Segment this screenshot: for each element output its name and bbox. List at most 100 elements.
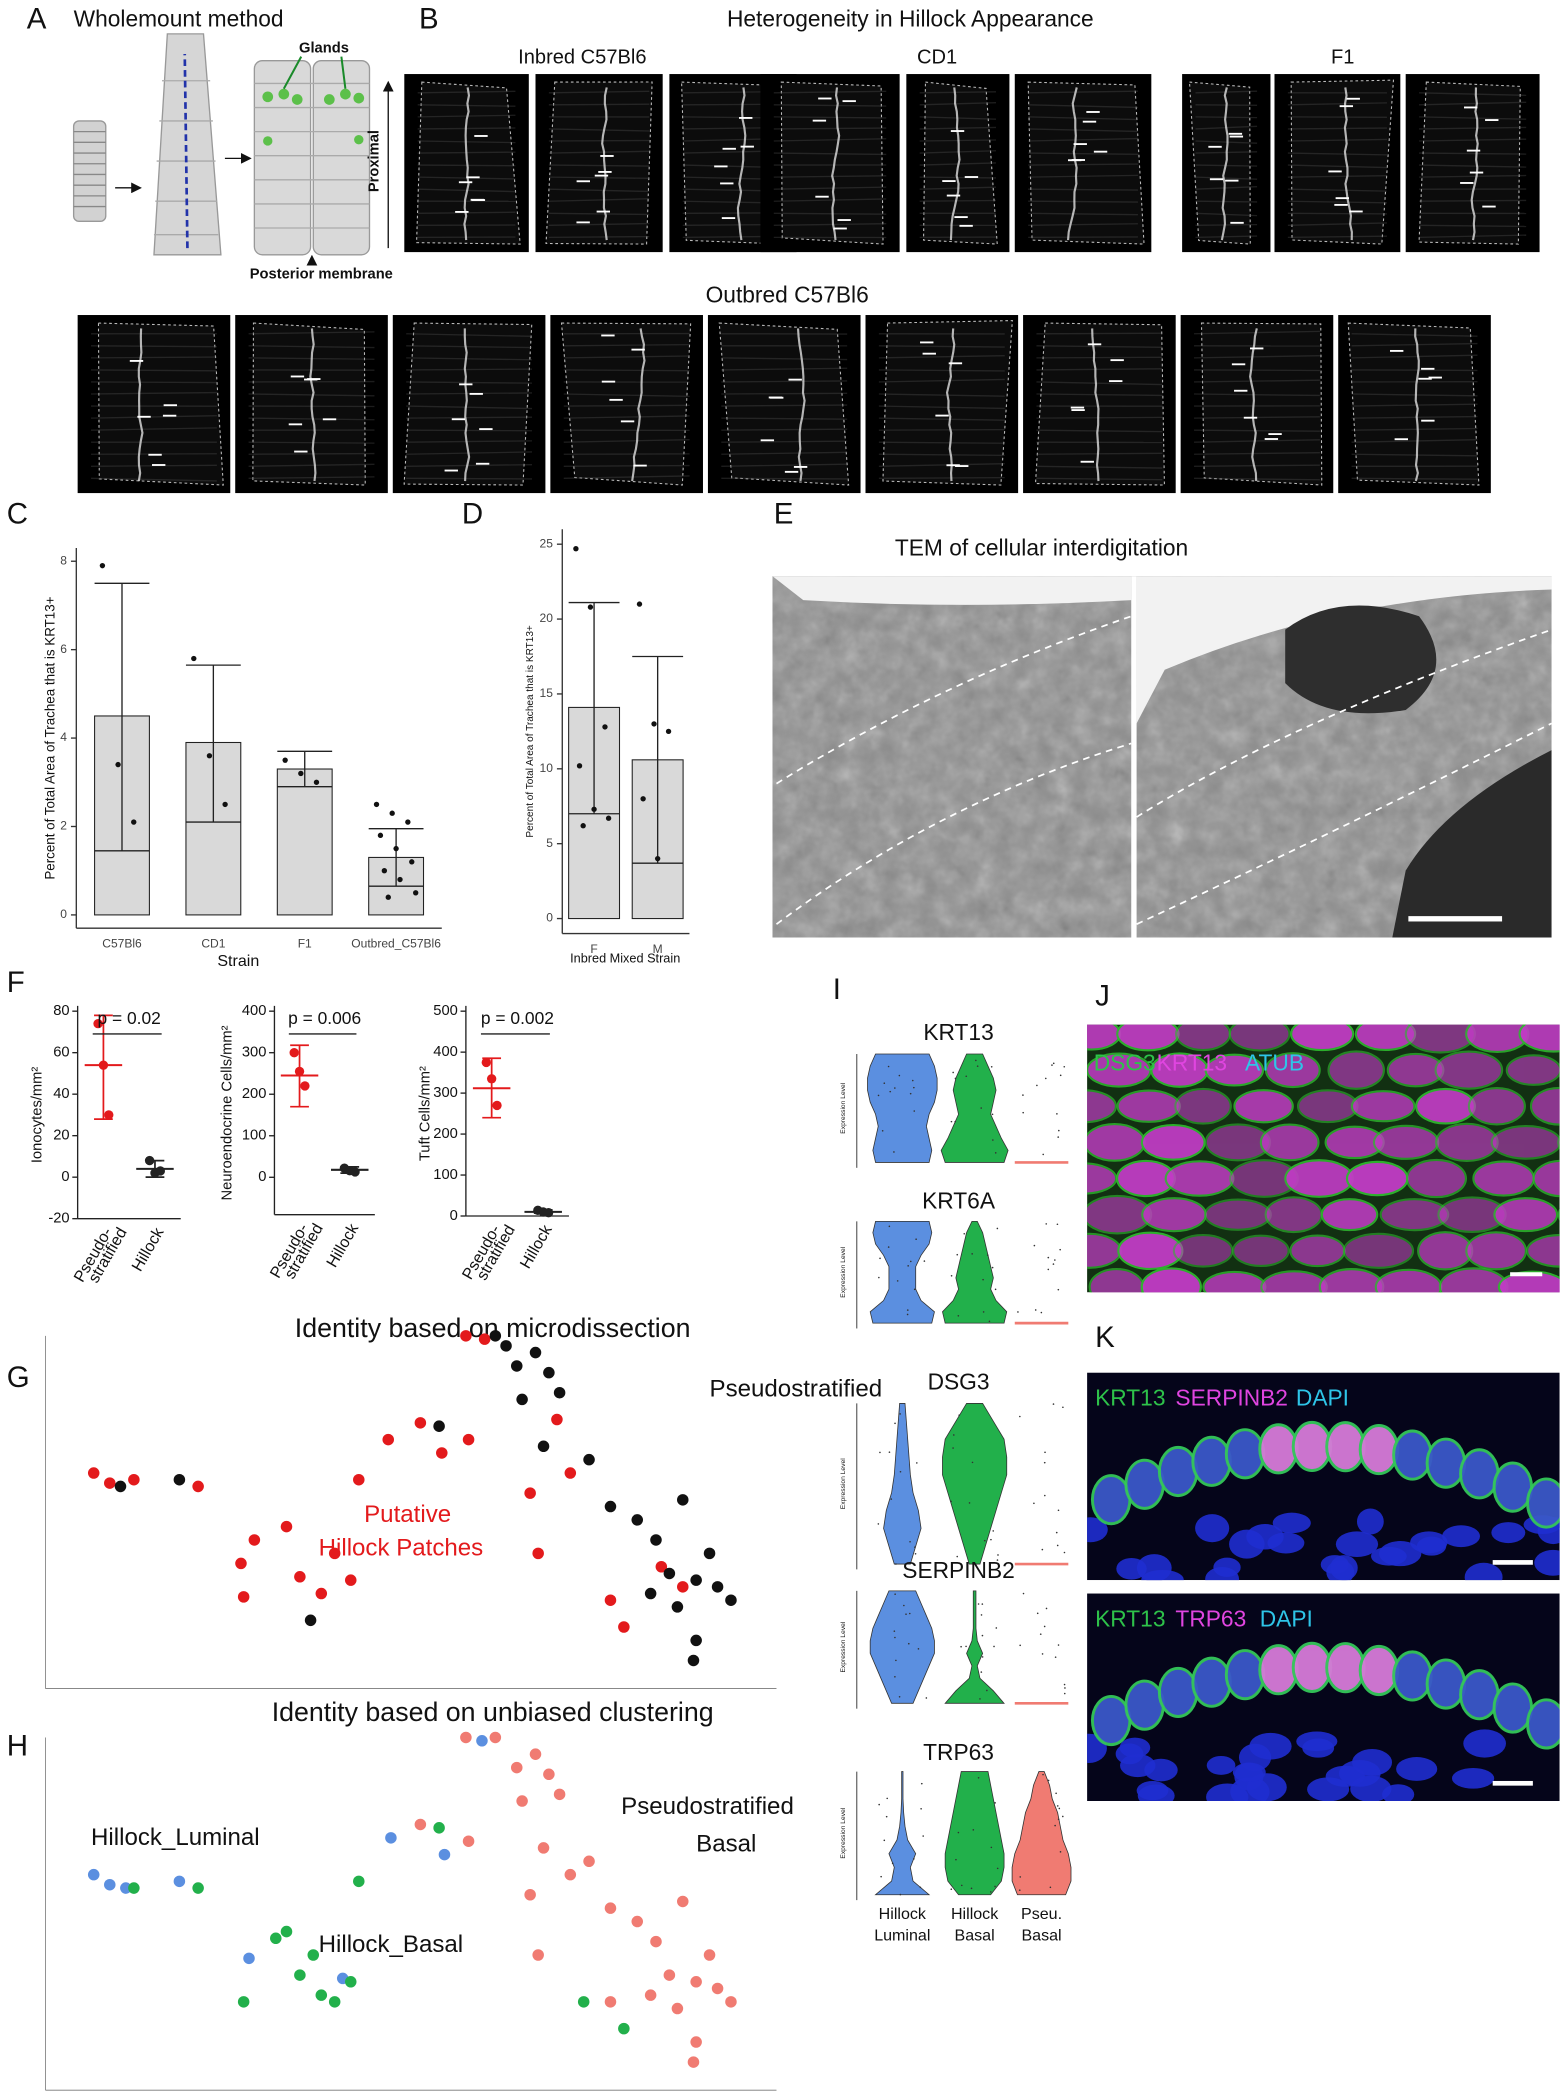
ring xyxy=(1419,224,1527,228)
y-tick-label: 300 xyxy=(242,1045,267,1061)
cell xyxy=(1532,1159,1560,1198)
data-point xyxy=(604,1500,617,1513)
ring xyxy=(1419,92,1527,97)
tissue-outline xyxy=(681,81,786,245)
cell xyxy=(1404,1024,1476,1054)
micrograph xyxy=(1182,74,1271,253)
panel-letter: I xyxy=(833,973,841,1006)
data-point xyxy=(393,845,399,852)
ring xyxy=(721,404,848,407)
micrograph xyxy=(392,315,546,494)
data-point xyxy=(104,1110,114,1120)
cell xyxy=(1435,1122,1499,1163)
data-point xyxy=(115,761,121,768)
ring xyxy=(1195,140,1258,144)
j-image xyxy=(1087,1024,1560,1293)
y-tick-label: 40 xyxy=(53,1086,69,1102)
trachea-illustration xyxy=(72,33,394,266)
data-point xyxy=(98,1060,109,1070)
violin xyxy=(944,1590,1005,1704)
data-point xyxy=(604,1902,617,1914)
tissue-outline xyxy=(780,81,884,245)
cell-dot xyxy=(1047,1256,1050,1259)
ring xyxy=(548,212,650,216)
cell-dot xyxy=(956,1253,959,1256)
data-point xyxy=(725,1996,737,2008)
tissue-outline xyxy=(403,322,533,486)
ring xyxy=(248,417,375,421)
data-point xyxy=(532,1949,544,1961)
data-point xyxy=(93,1018,103,1029)
ring xyxy=(721,367,848,371)
panel-letter: A xyxy=(27,2,47,35)
ring xyxy=(563,393,690,398)
cell xyxy=(1342,1232,1415,1269)
cell-dot xyxy=(990,1065,993,1068)
ring xyxy=(878,428,1005,431)
cell-dot xyxy=(950,1120,953,1123)
cell xyxy=(1405,1158,1468,1199)
cell xyxy=(1157,1666,1199,1718)
ring xyxy=(1419,174,1527,178)
cell xyxy=(1172,1234,1234,1268)
ring xyxy=(1287,175,1387,178)
cell-dot xyxy=(1039,1633,1042,1635)
cell xyxy=(1087,1162,1118,1195)
cell-dot xyxy=(956,1555,959,1558)
nucleus xyxy=(1392,750,1552,938)
data-point xyxy=(576,763,583,769)
ring xyxy=(1028,104,1138,109)
ring xyxy=(1287,188,1387,192)
hillock-streak xyxy=(831,87,841,241)
cell xyxy=(1529,1086,1560,1126)
data-point xyxy=(537,1440,550,1453)
data-point xyxy=(315,1587,328,1600)
ring xyxy=(773,90,887,94)
data-point xyxy=(280,1520,293,1533)
ring xyxy=(721,428,848,431)
stain-label: DAPI xyxy=(1260,1605,1313,1631)
y-tick-label: 400 xyxy=(242,1003,267,1019)
axis-label: Expression Level xyxy=(840,1082,847,1133)
data-point xyxy=(543,1768,555,1781)
cell xyxy=(1164,1160,1235,1197)
data-point xyxy=(433,1822,445,1834)
cell-dot xyxy=(894,1422,896,1425)
cell xyxy=(1296,1089,1359,1124)
nucleus xyxy=(1356,1508,1384,1535)
ring xyxy=(406,333,533,338)
cell-dot xyxy=(960,1884,963,1887)
cell xyxy=(1415,1087,1476,1125)
ring xyxy=(1419,126,1527,130)
cell-dot xyxy=(908,1612,911,1615)
ring xyxy=(878,369,1005,372)
ring xyxy=(1287,127,1387,130)
cell-dot xyxy=(1019,1644,1021,1647)
data-point xyxy=(173,1875,186,1888)
cell-dot xyxy=(877,1094,880,1097)
cell-dot xyxy=(925,1697,928,1699)
cell-dot xyxy=(1044,1077,1047,1080)
ring xyxy=(773,116,887,119)
panel-letter: B xyxy=(419,2,439,35)
data-point xyxy=(478,1333,491,1345)
nucleus xyxy=(1206,1783,1249,1802)
data-point xyxy=(248,1534,261,1546)
p-value: p = 0.002 xyxy=(481,1008,554,1028)
stain-label: KRT13 xyxy=(1095,1605,1165,1631)
cell-dot xyxy=(989,1891,992,1893)
ring xyxy=(919,199,997,202)
ring xyxy=(1287,222,1387,226)
data-point xyxy=(543,1208,554,1218)
data-point xyxy=(486,1074,497,1084)
cell-dot xyxy=(895,1563,897,1565)
ring xyxy=(1028,137,1138,142)
data-point xyxy=(353,1473,365,1486)
cell-dot xyxy=(994,1885,996,1888)
cell xyxy=(1425,1437,1467,1489)
cell-dot xyxy=(950,1500,952,1503)
data-point xyxy=(651,721,657,727)
pointer xyxy=(282,56,303,90)
cell xyxy=(1204,1053,1265,1087)
ring xyxy=(1351,477,1478,480)
